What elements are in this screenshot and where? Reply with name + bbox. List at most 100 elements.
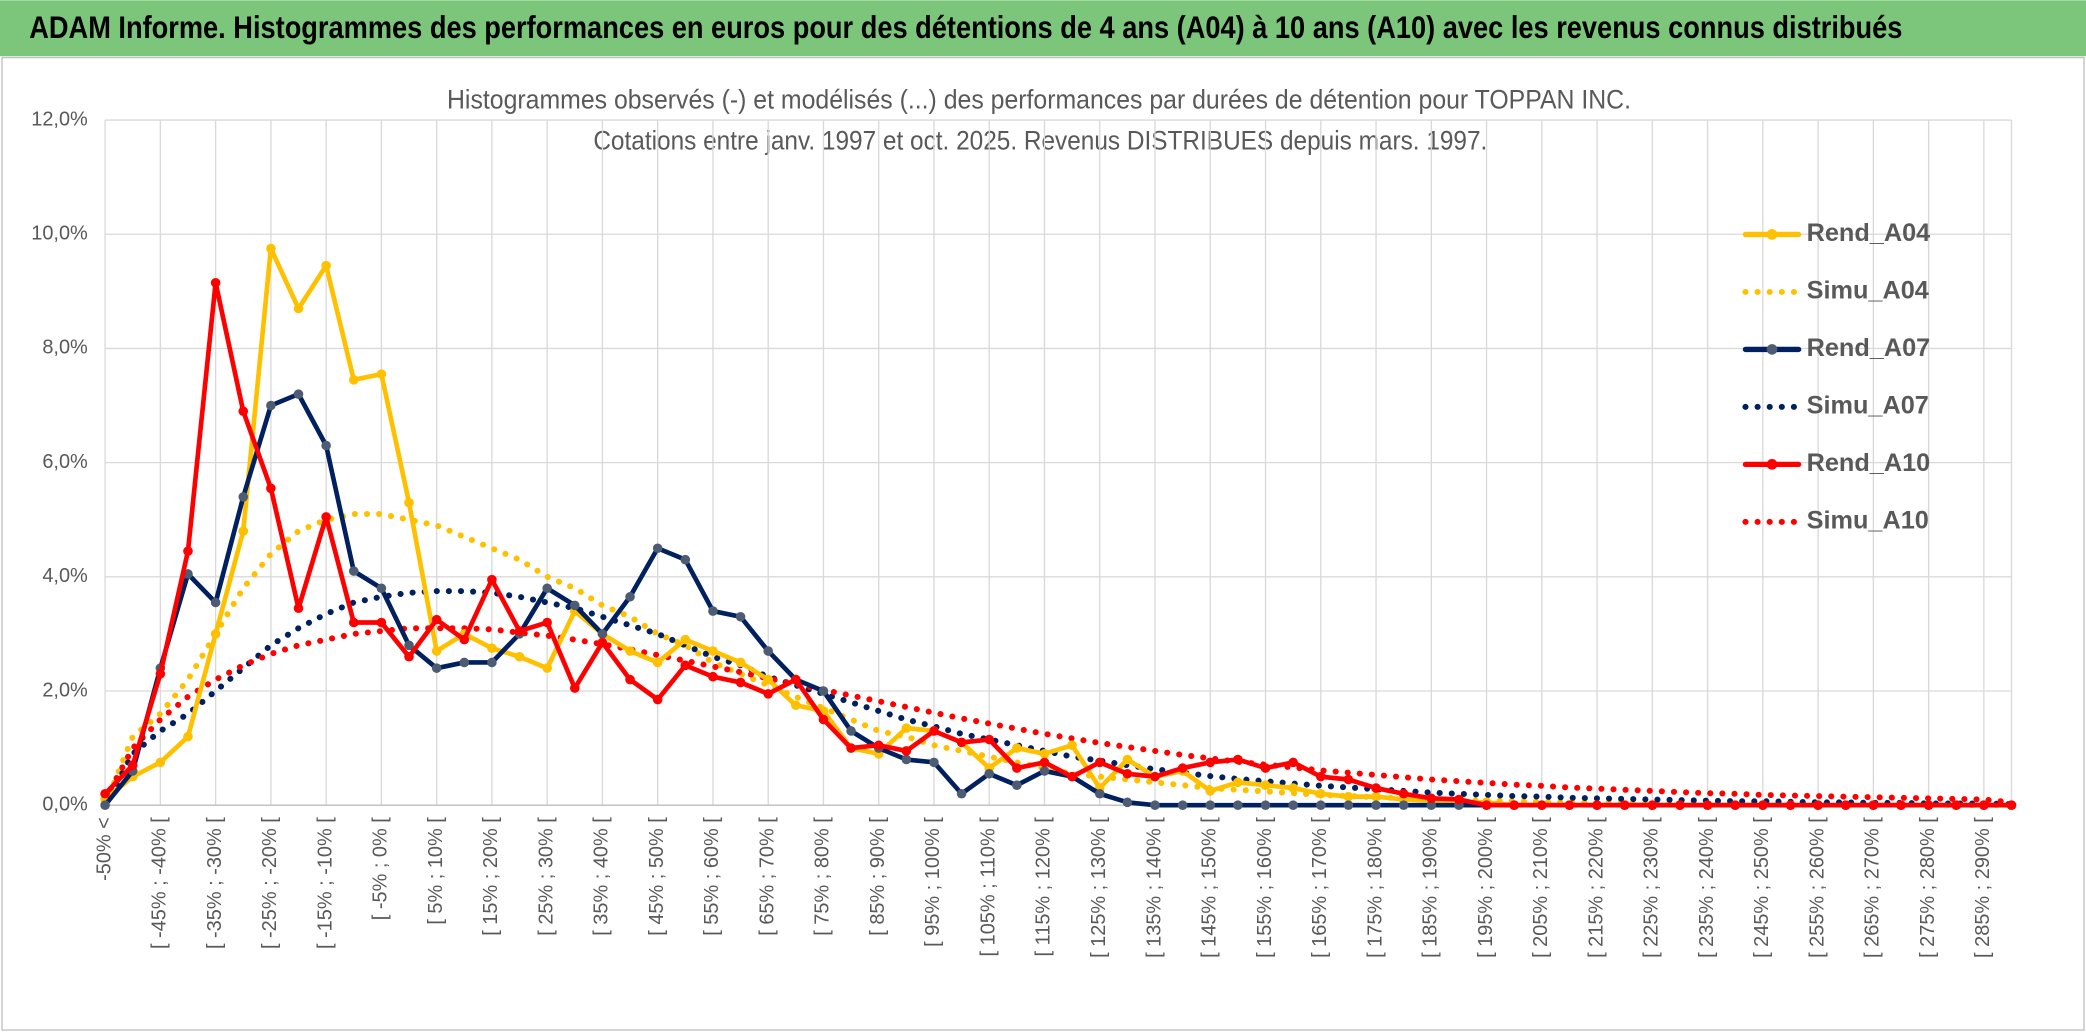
data-point — [487, 574, 497, 585]
y-tick-label: 12,0% — [31, 108, 88, 130]
data-point — [1343, 774, 1354, 785]
data-point — [459, 634, 470, 645]
data-point — [266, 483, 276, 494]
data-point — [735, 611, 746, 622]
data-point — [1343, 791, 1354, 802]
data-point — [1150, 800, 1160, 810]
data-point — [1288, 757, 1298, 768]
data-point — [1122, 797, 1133, 808]
data-point — [487, 657, 497, 668]
x-tick-label: [ -35% ; -30% [ — [204, 817, 226, 949]
data-point — [763, 689, 773, 699]
y-tick-label: 10,0% — [31, 223, 88, 245]
legend-label: Simu_A07 — [1807, 392, 1929, 420]
series-line — [102, 280, 2014, 808]
data-point — [1398, 800, 1409, 810]
data-point — [846, 743, 856, 753]
x-tick-label: [ 175% ; 180% [ — [1364, 817, 1386, 958]
x-tick-label: [ 105% ; 110% [ — [977, 817, 999, 957]
data-point — [1426, 800, 1437, 810]
y-tick-label: 6,0% — [42, 451, 88, 473]
data-point — [2006, 800, 2017, 810]
data-point — [1371, 800, 1381, 810]
data-point — [1122, 754, 1133, 765]
data-point — [791, 700, 801, 711]
data-point — [376, 583, 387, 594]
data-point — [929, 726, 939, 736]
legend-label: Simu_A10 — [1807, 506, 1929, 534]
data-point — [1564, 800, 1575, 810]
data-point — [238, 526, 249, 536]
x-tick-label: [ 45% ; 50% [ — [646, 817, 668, 936]
data-point — [348, 566, 359, 576]
x-tick-label: [ 275% ; 280% [ — [1917, 817, 1939, 958]
x-tick-label: [ 195% ; 200% [ — [1475, 817, 1497, 958]
data-point — [1371, 783, 1381, 793]
data-point — [1177, 800, 1188, 810]
data-point — [1647, 800, 1658, 810]
data-point — [293, 389, 304, 399]
x-tick-label: [ 55% ; 60% [ — [701, 817, 723, 936]
x-tick-label: [ 205% ; 210% [ — [1530, 817, 1552, 958]
x-tick-label: [ 225% ; 230% [ — [1641, 817, 1663, 958]
data-point — [1233, 800, 1243, 810]
x-tick-label: -50% < — [93, 817, 115, 881]
chart-subtitle: Cotations entre janv. 1997 et oct. 2025.… — [593, 126, 1487, 156]
chart-title: Histogrammes observés (-) et modélisés (… — [447, 84, 1631, 114]
legend-label: Rend_A10 — [1807, 449, 1931, 477]
data-point — [901, 746, 912, 756]
data-point — [1039, 749, 1050, 759]
data-point — [376, 369, 387, 379]
data-point — [956, 788, 967, 799]
data-point — [321, 512, 331, 522]
data-point — [183, 546, 193, 556]
data-point — [1454, 794, 1464, 805]
x-tick-label: [ 165% ; 170% [ — [1309, 817, 1331, 958]
data-point — [348, 617, 359, 628]
data-point — [1067, 771, 1077, 782]
data-point — [1122, 768, 1133, 779]
data-point — [1979, 800, 1989, 810]
x-tick-label: [ 245% ; 250% [ — [1751, 817, 1773, 958]
legend-marker — [1766, 459, 1778, 470]
data-point — [1012, 763, 1022, 773]
data-point — [1260, 763, 1271, 773]
data-point — [597, 629, 608, 639]
data-point — [293, 303, 304, 314]
data-point — [625, 674, 635, 685]
data-point — [1205, 800, 1216, 810]
data-point — [1730, 800, 1740, 810]
x-tick-label: [ 135% ; 140% [ — [1143, 817, 1165, 958]
y-tick-label: 0,0% — [42, 793, 88, 815]
data-point — [597, 637, 608, 648]
data-point — [1840, 800, 1851, 810]
data-point — [818, 714, 829, 725]
data-point — [1813, 800, 1823, 810]
legend-label: Rend_A07 — [1807, 334, 1931, 362]
data-point — [404, 497, 414, 508]
data-point — [1619, 800, 1630, 810]
data-point — [183, 731, 193, 742]
data-point — [735, 677, 746, 688]
data-point — [708, 606, 718, 616]
y-tick-label: 2,0% — [42, 679, 88, 701]
data-point — [1233, 754, 1243, 765]
x-tick-label: [ 255% ; 260% [ — [1806, 817, 1828, 958]
y-tick-label: 8,0% — [42, 337, 88, 359]
data-point — [1592, 800, 1602, 810]
data-point — [1426, 793, 1437, 804]
data-point — [431, 646, 442, 656]
data-point — [431, 663, 442, 673]
x-tick-label: [ 125% ; 130% [ — [1088, 817, 1110, 958]
x-tick-label: [ 155% ; 160% [ — [1254, 817, 1276, 958]
data-point — [1509, 800, 1519, 810]
x-tick-label: [ 95% ; 100% [ — [922, 817, 944, 947]
data-point — [1923, 800, 1934, 810]
x-tick-label: [ 265% ; 270% [ — [1862, 817, 1884, 958]
x-tick-label: [ 25% ; 30% [ — [535, 817, 557, 936]
data-point — [873, 740, 884, 751]
chart-frame — [1, 56, 2085, 1031]
